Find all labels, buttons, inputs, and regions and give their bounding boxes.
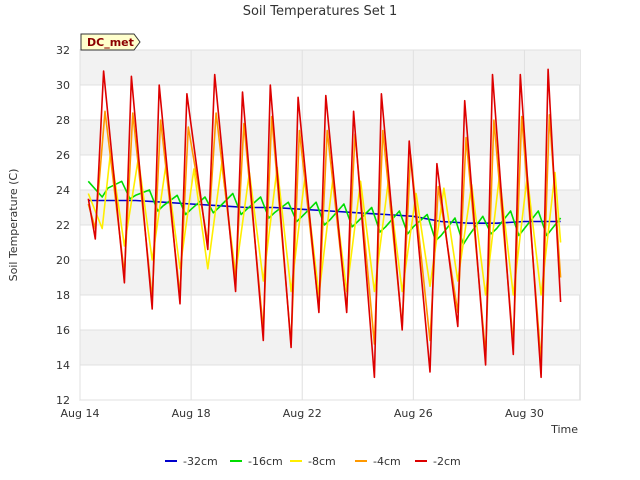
- y-tick-label: 32: [56, 44, 70, 57]
- series-line-2cm: [87, 68, 562, 379]
- x-tick-label: Aug 26: [394, 407, 433, 420]
- legend-label: -4cm: [373, 455, 401, 468]
- y-tick-label: 14: [56, 359, 70, 372]
- y-tick-label: 16: [56, 324, 70, 337]
- grid-band: [80, 330, 580, 365]
- x-tick-label: Aug 18: [172, 407, 211, 420]
- badge-label: DC_met: [87, 36, 134, 49]
- legend-label: -16cm: [248, 455, 283, 468]
- x-tick-label: Aug 22: [283, 407, 322, 420]
- badge-shape: [80, 33, 141, 51]
- y-tick-label: 24: [56, 184, 70, 197]
- y-tick-label: 20: [56, 254, 70, 267]
- grid-band: [80, 50, 580, 85]
- grid-band: [80, 260, 580, 295]
- legend: -32cm -16cm -8cm -4cm -2cm: [165, 455, 461, 468]
- y-tick-label: 22: [56, 219, 70, 232]
- y-axis: 12 14 16 18 20 22 24 26 28 30 32: [56, 44, 70, 407]
- x-tick-label: Aug 30: [505, 407, 544, 420]
- dc-met-badge: DC_met: [80, 33, 141, 51]
- series-line-32cm: [88, 199, 561, 224]
- series-layer: [87, 68, 562, 379]
- y-tick-label: 28: [56, 114, 70, 127]
- y-axis-label: Soil Temperature (C): [7, 169, 20, 282]
- legend-label: -8cm: [308, 455, 336, 468]
- legend-label: -32cm: [183, 455, 218, 468]
- y-tick-label: 12: [56, 394, 70, 407]
- y-tick-label: 30: [56, 79, 70, 92]
- legend-label: -2cm: [433, 455, 461, 468]
- x-axis-label: Time: [550, 423, 578, 436]
- chart-title: Soil Temperatures Set 1: [243, 4, 398, 19]
- x-tick-label: Aug 14: [61, 407, 100, 420]
- grid-lines: [79, 49, 580, 401]
- y-tick-label: 26: [56, 149, 70, 162]
- y-tick-label: 18: [56, 289, 70, 302]
- x-axis: Aug 14 Aug 18 Aug 22 Aug 26 Aug 30: [61, 407, 544, 420]
